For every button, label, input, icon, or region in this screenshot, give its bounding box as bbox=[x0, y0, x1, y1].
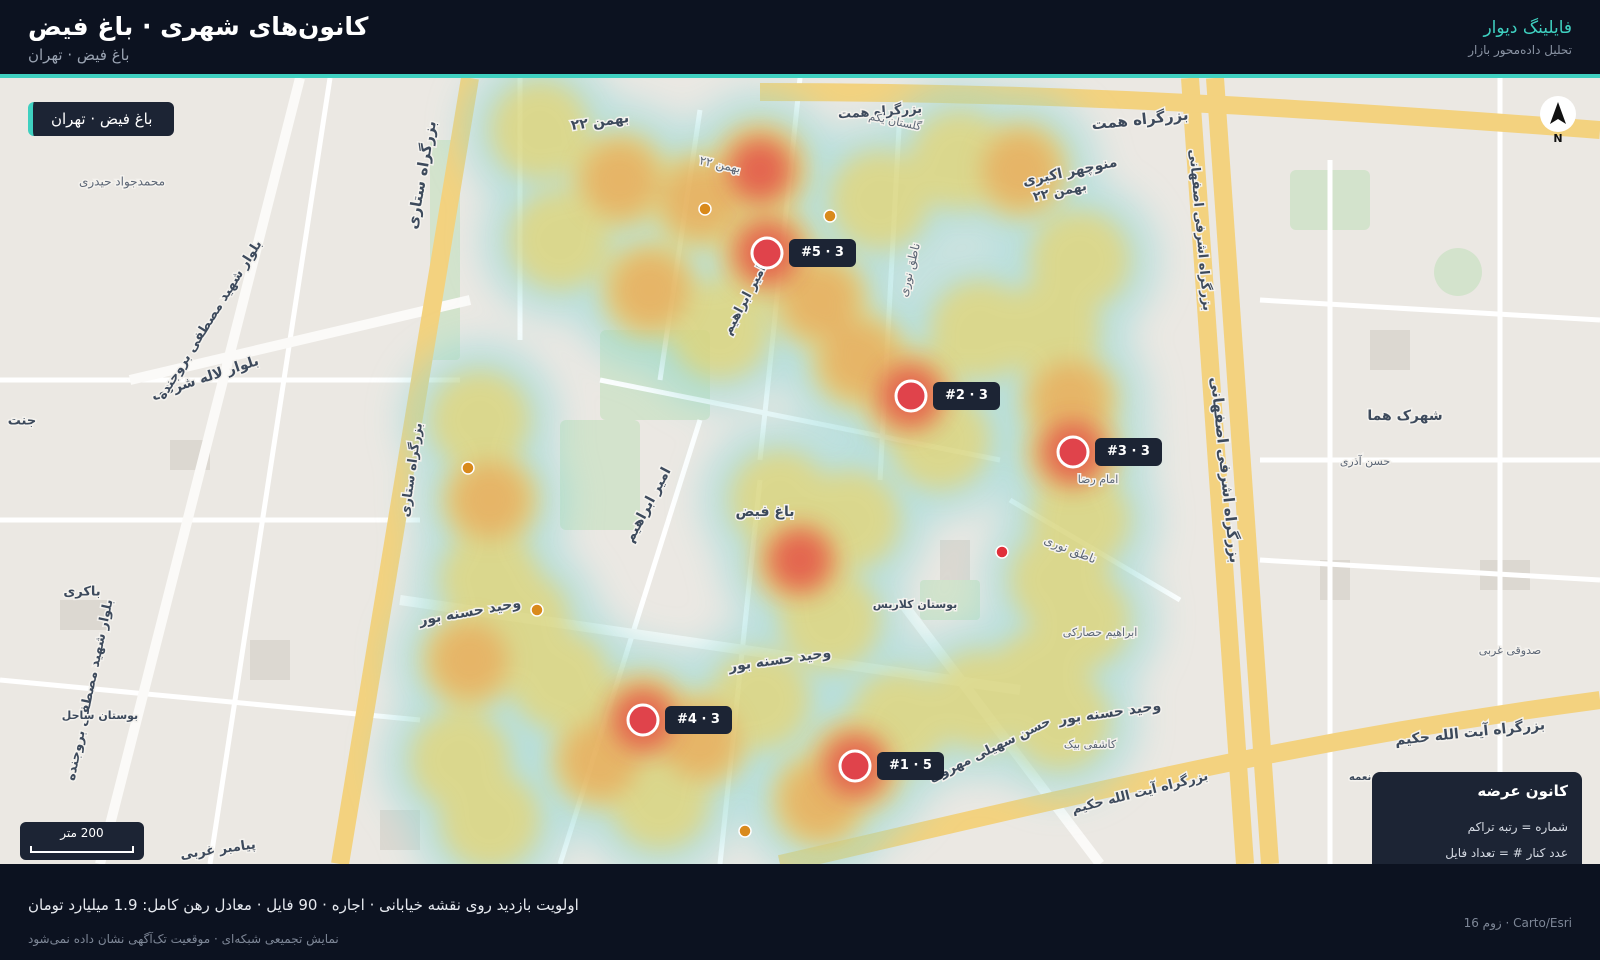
heat-cell bbox=[662, 162, 738, 238]
heat-cell bbox=[1010, 530, 1110, 630]
heat-cell bbox=[830, 150, 930, 250]
footer bbox=[0, 864, 1600, 960]
header bbox=[0, 0, 1600, 78]
street-label: شهرک هما bbox=[1367, 408, 1442, 424]
street-label: صدوقی غربی bbox=[1479, 644, 1541, 657]
heat-cell bbox=[452, 462, 528, 538]
heat-cell bbox=[990, 630, 1090, 730]
summary: اولویت بازدید روی نقشه خیابانی · اجاره ·… bbox=[28, 896, 579, 914]
heat-cell bbox=[670, 280, 770, 380]
hotspot-marker bbox=[750, 236, 784, 270]
hotspot-label: #4 · 3 bbox=[665, 706, 732, 734]
street-label: محمدجواد حیدری bbox=[79, 175, 165, 190]
street-label: باغ فیض bbox=[736, 504, 795, 520]
location-badge: باغ فیض · تهران bbox=[28, 102, 175, 136]
attribution: Carto/Esri · زوم 16 bbox=[1463, 916, 1572, 930]
heat-cell bbox=[1032, 362, 1108, 438]
hotspot-label: #1 · 5 bbox=[877, 752, 944, 780]
heat-cell bbox=[582, 142, 658, 218]
hotspot-marker bbox=[894, 379, 928, 413]
north-arrow: N bbox=[1540, 96, 1576, 145]
scale-label: 200 متر bbox=[60, 826, 104, 840]
heat-cell bbox=[610, 750, 710, 850]
tagline: تحلیل داده‌محور بازار bbox=[1468, 43, 1572, 57]
heat-cell bbox=[562, 722, 638, 798]
hotspot-marker bbox=[1056, 435, 1090, 469]
heat-cell bbox=[430, 370, 530, 470]
street-label: بوستان ساحل bbox=[62, 709, 138, 722]
north-label: N bbox=[1553, 132, 1563, 145]
street-label: ابراهیم حصارکی bbox=[1063, 626, 1138, 639]
heat-cell bbox=[612, 252, 688, 328]
brand: فایلینگ دیوار bbox=[1483, 18, 1572, 38]
legend: کانون عرضه شماره = رتبه تراکم عدد کنار #… bbox=[1372, 772, 1582, 876]
major-roads bbox=[331, 78, 1600, 864]
hotspot-label: #3 · 3 bbox=[1095, 438, 1162, 466]
heat-cell bbox=[782, 262, 858, 338]
legend-item: شماره = رتبه تراکم bbox=[1467, 820, 1568, 834]
hotspot-marker bbox=[626, 703, 660, 737]
hotspot-marker bbox=[838, 749, 872, 783]
listing-dots bbox=[461, 202, 1009, 838]
north-icon bbox=[1550, 102, 1566, 124]
heat-cell bbox=[710, 650, 810, 750]
heat-cell bbox=[510, 630, 610, 730]
scale-box: 200 متر bbox=[20, 822, 144, 860]
street-label: جنت bbox=[8, 414, 36, 429]
hotspot-label: #2 · 3 bbox=[933, 382, 1000, 410]
heat-cell bbox=[432, 622, 508, 698]
street-label: باکری bbox=[63, 585, 100, 600]
heat-cell bbox=[440, 770, 540, 864]
street-label: امام رضا bbox=[1078, 473, 1119, 486]
legend-title: کانون عرضه bbox=[1477, 782, 1568, 800]
heat-cell bbox=[490, 80, 590, 180]
street-label: بوستان کلاریس bbox=[873, 598, 957, 611]
street-label: کاشفی بیک bbox=[1064, 738, 1117, 751]
title: کانون‌های شهری · باغ فیض bbox=[28, 12, 369, 41]
note: نمایش تجمیعی شبکه‌ای · موقعیت تک‌آگهی نش… bbox=[28, 932, 339, 946]
heat-cell bbox=[982, 132, 1058, 208]
heat-cell bbox=[930, 280, 1030, 380]
street-label: حسن آذری bbox=[1340, 454, 1390, 468]
heat-cell bbox=[822, 322, 898, 398]
hotspot-markers bbox=[626, 236, 1090, 783]
heat-cell bbox=[770, 530, 830, 590]
heat-cell bbox=[510, 190, 610, 290]
hotspot-label: #5 · 3 bbox=[789, 239, 856, 267]
scale-bar bbox=[30, 846, 134, 853]
subtitle: باغ فیض · تهران bbox=[28, 46, 130, 64]
legend-item: عدد کنار # = تعداد فایل bbox=[1445, 846, 1568, 860]
heat-cell bbox=[730, 140, 790, 200]
